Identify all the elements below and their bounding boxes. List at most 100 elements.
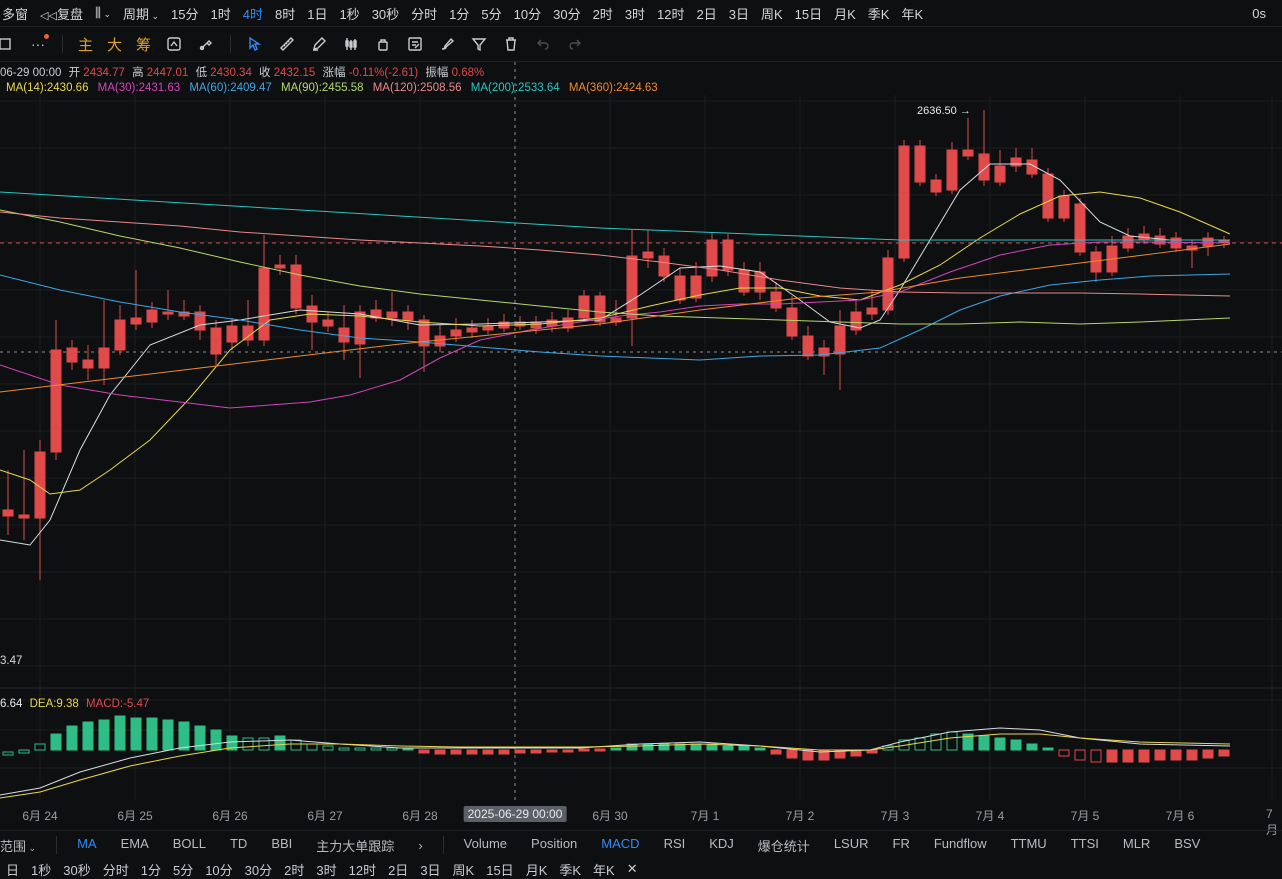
sub-indicator-10[interactable]: TTSI — [1070, 835, 1099, 851]
interval-12[interactable]: 2时 — [592, 6, 613, 22]
bottom-interval-14[interactable]: 15日 — [486, 862, 514, 878]
macd-bar — [1058, 749, 1070, 757]
sub-indicator-12[interactable]: BSV — [1174, 835, 1201, 851]
chart-type-button[interactable]: ⫼ ⌄ — [89, 5, 117, 21]
macd-bar — [914, 737, 926, 751]
main-indicator-0[interactable]: MA — [77, 835, 97, 851]
interval-11[interactable]: 30分 — [553, 6, 581, 22]
main-indicator-5[interactable]: 主力大单跟踪 — [316, 838, 395, 854]
macd-bar — [2, 751, 14, 756]
bottom-interval-12[interactable]: 3日 — [420, 862, 441, 878]
main-indicator-2[interactable]: BOLL — [172, 835, 206, 851]
main-indicator-1[interactable]: EMA — [120, 835, 149, 851]
chip-button[interactable]: 筹 — [136, 36, 152, 54]
note-icon[interactable] — [403, 32, 427, 56]
interval-10[interactable]: 10分 — [513, 6, 542, 22]
macd-bar — [754, 747, 766, 751]
sub-indicator-7[interactable]: FR — [892, 835, 910, 851]
sub-indicator-4[interactable]: KDJ — [709, 835, 734, 851]
sub-indicator-11[interactable]: MLR — [1122, 835, 1151, 851]
candles-tool-icon[interactable] — [339, 32, 363, 56]
interval-8[interactable]: 1分 — [449, 6, 470, 22]
sub-indicator-6[interactable]: LSUR — [833, 835, 869, 851]
sub-indicator-1[interactable]: Position — [531, 835, 578, 851]
main-indicator-3[interactable]: TD — [229, 835, 248, 851]
range-dropdown[interactable]: 范围 ⌄ — [0, 836, 48, 855]
ma120-label: MA(120):2508.56 — [372, 82, 462, 94]
settings-tool-icon[interactable] — [194, 32, 218, 56]
macd-bar — [946, 731, 958, 751]
interval-9[interactable]: 5分 — [481, 6, 502, 22]
bottom-interval-9[interactable]: 3时 — [316, 862, 337, 878]
bottom-interval-8[interactable]: 2时 — [284, 862, 305, 878]
bottom-interval-3[interactable]: 分时 — [102, 862, 129, 878]
bottom-interval-2[interactable]: 30秒 — [63, 862, 91, 878]
candle-body — [322, 319, 334, 327]
interval-1[interactable]: 1时 — [210, 6, 231, 22]
interval-0[interactable]: 15分 — [171, 6, 199, 22]
sub-indicator-9[interactable]: TTMU — [1010, 835, 1047, 851]
bottom-interval-15[interactable]: 月K — [525, 862, 548, 878]
candle-body — [146, 309, 158, 323]
bottom-interval-13[interactable]: 周K — [452, 862, 475, 878]
sub-indicator-3[interactable]: RSI — [663, 835, 686, 851]
interval-20[interactable]: 季K — [867, 6, 890, 22]
interval-5[interactable]: 1秒 — [339, 6, 360, 22]
macd-bar — [162, 719, 174, 751]
bottom-interval-4[interactable]: 1分 — [140, 862, 161, 878]
replay-button[interactable]: ◁◁复盘 — [34, 4, 89, 23]
interval-6[interactable]: 30秒 — [371, 6, 400, 22]
cursor-tool-icon[interactable] — [243, 32, 267, 56]
interval-21[interactable]: 年K — [901, 6, 924, 22]
sub-indicator-2[interactable]: MACD — [601, 835, 640, 851]
brush-icon[interactable] — [435, 32, 459, 56]
sub-indicator-5[interactable]: 爆仓统计 — [757, 838, 810, 854]
interval-3[interactable]: 8时 — [274, 6, 296, 22]
compare-icon[interactable] — [162, 32, 186, 56]
square-icon[interactable] — [0, 32, 18, 56]
bottom-interval-7[interactable]: 30分 — [244, 862, 273, 878]
pen-icon[interactable] — [307, 32, 331, 56]
bottom-interval-6[interactable]: 10分 — [205, 862, 233, 878]
multi-window-button[interactable]: 多窗 — [2, 6, 29, 22]
ma60-label: MA(60):2409.47 — [189, 82, 272, 94]
interval-16[interactable]: 3日 — [728, 6, 749, 22]
amp-value: 0.68% — [451, 67, 485, 79]
trash-icon[interactable] — [499, 32, 523, 56]
undo-icon[interactable] — [531, 32, 555, 56]
interval-18[interactable]: 15日 — [794, 6, 823, 22]
bottom-interval-11[interactable]: 2日 — [388, 862, 409, 878]
chevron-right-icon[interactable]: › — [418, 837, 423, 853]
interval-14[interactable]: 12时 — [657, 6, 685, 22]
bottom-interval-5[interactable]: 5分 — [172, 862, 194, 878]
bottom-interval-0[interactable]: 日 — [6, 862, 20, 878]
interval-13[interactable]: 3时 — [624, 6, 646, 22]
ruler-icon[interactable] — [275, 32, 299, 56]
candle-body — [1090, 251, 1102, 273]
interval-4[interactable]: 1日 — [307, 6, 328, 22]
interval-7[interactable]: 分时 — [411, 6, 438, 22]
candle-body — [882, 257, 894, 311]
bottom-interval-1[interactable]: 1秒 — [31, 862, 52, 878]
bottom-interval-17[interactable]: 年K — [593, 862, 615, 878]
candle-body — [178, 311, 190, 317]
lock-icon[interactable] — [371, 32, 395, 56]
interval-2[interactable]: 4时 — [242, 6, 263, 22]
bottom-interval-16[interactable]: 季K — [559, 862, 582, 878]
period-dropdown[interactable]: 周期 ⌄ — [117, 4, 165, 23]
filter-icon[interactable] — [467, 32, 491, 56]
big-order-button[interactable]: 大 — [107, 36, 123, 54]
interval-17[interactable]: 周K — [760, 6, 783, 22]
interval-15[interactable]: 2日 — [696, 6, 717, 22]
bottom-interval-10[interactable]: 12时 — [348, 862, 377, 878]
redo-icon[interactable] — [563, 32, 587, 56]
more-button[interactable]: ··· — [26, 32, 50, 56]
sub-indicator-0[interactable]: Volume — [463, 835, 508, 851]
main-indicator-4[interactable]: BBI — [271, 835, 293, 851]
interval-19[interactable]: 月K — [834, 6, 856, 22]
close-icon[interactable]: ✕ — [626, 861, 638, 876]
candle-body — [706, 239, 718, 277]
sub-indicator-8[interactable]: Fundflow — [933, 835, 987, 851]
main-force-button[interactable]: 主 — [78, 36, 94, 54]
